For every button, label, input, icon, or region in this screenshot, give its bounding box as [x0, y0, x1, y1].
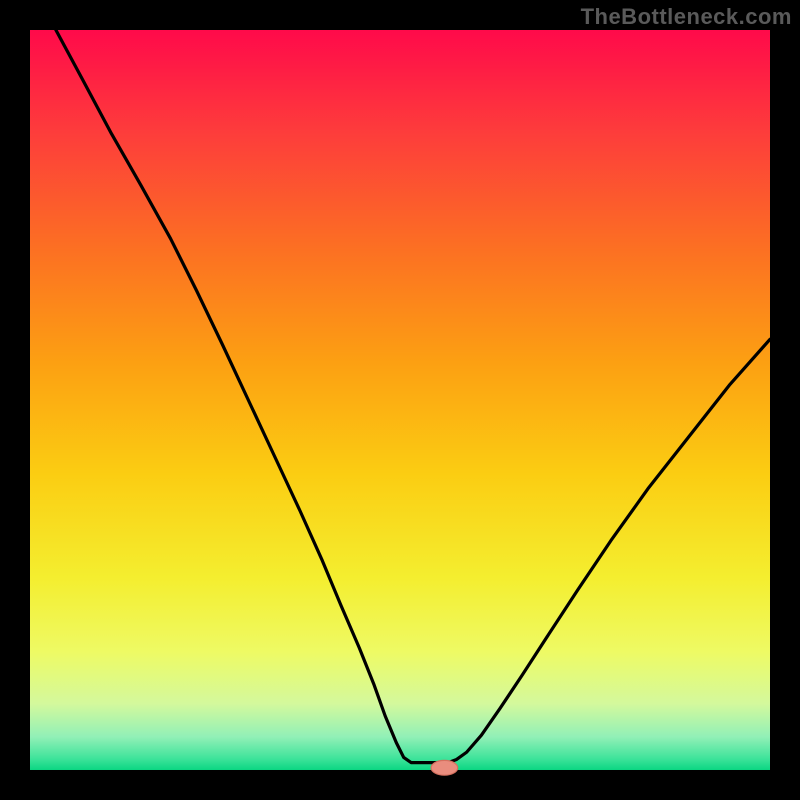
plot-gradient-area [30, 30, 770, 770]
optimal-point-marker [431, 760, 458, 775]
chart-container: TheBottleneck.com [0, 0, 800, 800]
chart-svg [0, 0, 800, 800]
watermark-text: TheBottleneck.com [581, 4, 792, 30]
